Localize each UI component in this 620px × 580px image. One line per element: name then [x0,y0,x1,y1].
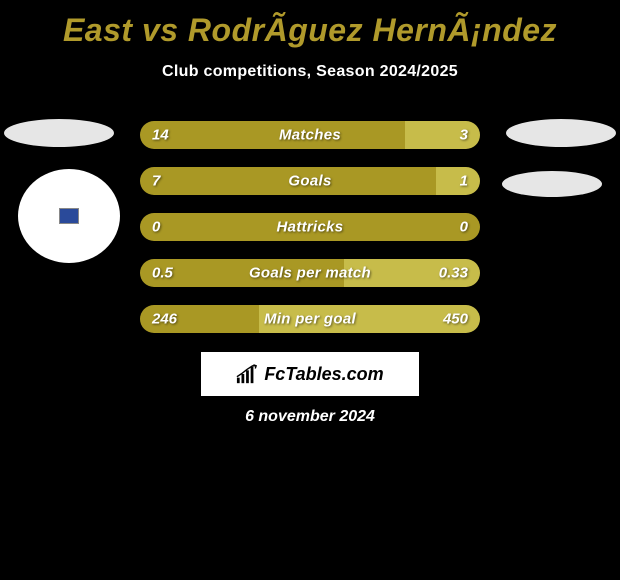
page-title: East vs RodrÃ­guez HernÃ¡ndez [0,0,620,49]
footer-date: 6 november 2024 [0,408,620,426]
stat-bar-row: 71Goals [140,167,480,195]
bar-right-segment [436,167,480,195]
subtitle: Club competitions, Season 2024/2025 [0,63,620,81]
bar-left-segment [140,167,436,195]
stat-bar-row: 00Hattricks [140,213,480,241]
stat-bar-row: 0.50.33Goals per match [140,259,480,287]
bar-chart-icon [236,364,258,384]
bar-left-segment [140,121,405,149]
player-left-ellipse-1 [4,119,114,147]
bar-right-value: 3 [460,127,468,144]
player-right-ellipse-1 [506,119,616,147]
bar-left-value: 0 [152,219,160,236]
bar-right-segment [405,121,480,149]
player-left-avatar [18,169,120,263]
logo-box: FcTables.com [201,352,419,396]
bar-left-value: 14 [152,127,169,144]
bar-right-value: 0.33 [439,265,468,282]
stat-bar-row: 143Matches [140,121,480,149]
logo-text: FcTables.com [264,364,383,385]
player-left-flag-icon [59,208,79,224]
stat-bar-row: 246450Min per goal [140,305,480,333]
bar-right-value: 0 [460,219,468,236]
bar-left-segment [140,213,480,241]
bar-left-value: 7 [152,173,160,190]
bar-right-value: 450 [443,311,468,328]
bar-left-value: 246 [152,311,177,328]
bar-right-value: 1 [460,173,468,190]
stat-bars: 143Matches71Goals00Hattricks0.50.33Goals… [140,121,480,351]
player-right-ellipse-2 [502,171,602,197]
bar-left-value: 0.5 [152,265,173,282]
